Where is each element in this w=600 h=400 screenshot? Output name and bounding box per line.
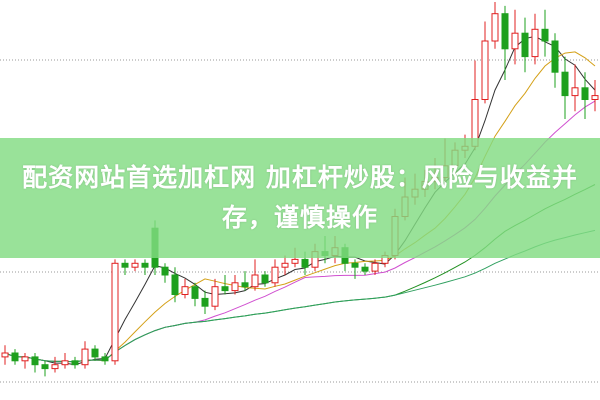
candle-down (31, 356, 39, 366)
candle-down (541, 28, 549, 42)
candle-down (241, 282, 249, 288)
candle-up (591, 95, 599, 100)
candle-down (301, 258, 309, 268)
title-banner: 配资网站首选加杠网 加杠杆炒股：风险与收益并存，谨慎操作 (0, 138, 600, 258)
candle-up (251, 274, 259, 288)
candle-up (131, 262, 139, 268)
candle-up (511, 32, 519, 50)
candle-up (571, 87, 579, 97)
candle-up (281, 262, 289, 268)
candle-down (351, 262, 359, 268)
article-title: 配资网站首选加杠网 加杠杆炒股：风险与收益并存，谨慎操作 (22, 163, 578, 232)
candle-down (121, 262, 129, 268)
candle-down (501, 13, 509, 50)
candle-down (521, 32, 529, 58)
candle-up (271, 266, 279, 284)
candle-up (181, 286, 189, 296)
candle-up (231, 282, 239, 292)
candle-up (481, 40, 489, 100)
candle-up (211, 286, 219, 307)
candle-down (261, 274, 269, 284)
candle-down (201, 297, 209, 307)
candle-down (581, 87, 589, 101)
candle-down (221, 286, 229, 292)
candle-down (101, 356, 109, 362)
candle-up (291, 258, 299, 264)
candle-down (191, 286, 199, 299)
candle-up (531, 28, 539, 58)
candle-down (141, 262, 149, 268)
candle-up (51, 364, 59, 370)
candle-down (41, 364, 49, 370)
candle-down (551, 40, 559, 73)
candle-down (71, 360, 79, 366)
candle-up (21, 356, 29, 362)
candle-up (371, 262, 379, 272)
candle-down (361, 266, 369, 272)
candle-down (11, 352, 19, 362)
gridlines (0, 59, 600, 383)
candle-down (171, 274, 179, 295)
candle-down (91, 348, 99, 358)
candle-up (61, 360, 69, 366)
candle-up (81, 348, 89, 366)
candle-up (111, 262, 119, 362)
candle-up (1, 352, 9, 358)
candle-down (561, 71, 569, 97)
candle-up (491, 13, 499, 42)
candle-down (161, 266, 169, 276)
